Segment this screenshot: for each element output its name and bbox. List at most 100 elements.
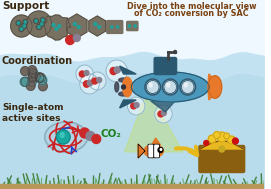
FancyBboxPatch shape	[148, 145, 153, 157]
Circle shape	[17, 22, 20, 24]
Circle shape	[28, 74, 37, 83]
Polygon shape	[152, 138, 160, 145]
Polygon shape	[67, 14, 87, 38]
Circle shape	[21, 77, 30, 86]
Ellipse shape	[209, 75, 211, 99]
Circle shape	[217, 132, 227, 142]
Ellipse shape	[215, 82, 217, 92]
Circle shape	[35, 73, 44, 82]
Circle shape	[117, 26, 119, 28]
Circle shape	[38, 82, 47, 91]
Ellipse shape	[211, 77, 212, 97]
Circle shape	[131, 103, 136, 109]
Circle shape	[40, 18, 45, 22]
Ellipse shape	[211, 78, 213, 96]
Ellipse shape	[184, 83, 187, 87]
Ellipse shape	[144, 145, 163, 157]
Circle shape	[84, 70, 89, 75]
Bar	[0, 159, 264, 189]
Circle shape	[160, 149, 162, 150]
Ellipse shape	[213, 79, 215, 95]
Circle shape	[111, 26, 113, 28]
Ellipse shape	[60, 132, 64, 138]
Circle shape	[34, 19, 38, 23]
Circle shape	[146, 81, 159, 94]
Circle shape	[128, 25, 131, 27]
Circle shape	[24, 21, 27, 23]
Ellipse shape	[45, 122, 88, 152]
Circle shape	[80, 128, 89, 138]
Circle shape	[58, 25, 61, 28]
Bar	[0, 184, 264, 189]
Circle shape	[86, 132, 95, 140]
Circle shape	[204, 140, 209, 146]
Polygon shape	[89, 16, 106, 36]
Ellipse shape	[214, 81, 216, 93]
Circle shape	[20, 77, 29, 86]
Bar	[0, 119, 264, 159]
Circle shape	[66, 36, 75, 44]
Circle shape	[162, 79, 178, 95]
Circle shape	[92, 135, 101, 143]
Circle shape	[20, 28, 22, 30]
Polygon shape	[43, 15, 70, 40]
Text: Single-atom
active sites: Single-atom active sites	[2, 103, 63, 123]
Circle shape	[162, 111, 166, 116]
Text: CO₂: CO₂	[100, 129, 121, 139]
Circle shape	[228, 136, 235, 144]
Circle shape	[52, 23, 55, 26]
FancyBboxPatch shape	[155, 145, 158, 157]
Circle shape	[28, 66, 37, 75]
Circle shape	[180, 79, 195, 95]
Ellipse shape	[119, 92, 128, 96]
Ellipse shape	[149, 83, 152, 87]
Circle shape	[37, 73, 46, 82]
Circle shape	[97, 77, 102, 83]
Circle shape	[114, 67, 120, 73]
Circle shape	[31, 73, 40, 82]
Circle shape	[181, 81, 194, 94]
Circle shape	[55, 28, 58, 30]
Ellipse shape	[216, 83, 218, 91]
Circle shape	[214, 132, 220, 139]
Circle shape	[37, 25, 41, 29]
FancyBboxPatch shape	[149, 145, 153, 157]
Polygon shape	[138, 144, 145, 158]
Text: Dive into the molecular view: Dive into the molecular view	[127, 2, 256, 11]
Circle shape	[87, 80, 93, 86]
Circle shape	[219, 146, 225, 152]
Circle shape	[29, 69, 38, 78]
Polygon shape	[120, 100, 136, 108]
Circle shape	[174, 50, 176, 53]
Circle shape	[106, 60, 127, 82]
Circle shape	[38, 76, 47, 85]
Circle shape	[22, 23, 27, 29]
Circle shape	[28, 77, 36, 86]
Ellipse shape	[208, 76, 222, 98]
Bar	[0, 59, 264, 119]
Ellipse shape	[219, 86, 221, 88]
Polygon shape	[120, 66, 136, 74]
Ellipse shape	[210, 76, 212, 98]
Circle shape	[26, 81, 35, 90]
Ellipse shape	[217, 84, 219, 90]
Circle shape	[233, 138, 238, 144]
Circle shape	[158, 147, 163, 153]
Circle shape	[224, 133, 230, 139]
Circle shape	[73, 35, 80, 42]
Circle shape	[79, 71, 85, 77]
Circle shape	[11, 15, 32, 37]
Ellipse shape	[128, 82, 132, 92]
Circle shape	[92, 78, 98, 84]
Circle shape	[29, 72, 37, 81]
Circle shape	[42, 19, 44, 21]
Text: Support: Support	[2, 1, 49, 11]
Circle shape	[28, 68, 37, 77]
Circle shape	[134, 25, 136, 27]
Circle shape	[19, 26, 24, 32]
Circle shape	[39, 22, 44, 26]
Circle shape	[73, 22, 76, 26]
Circle shape	[35, 73, 44, 82]
Circle shape	[127, 97, 145, 115]
Polygon shape	[124, 100, 183, 152]
